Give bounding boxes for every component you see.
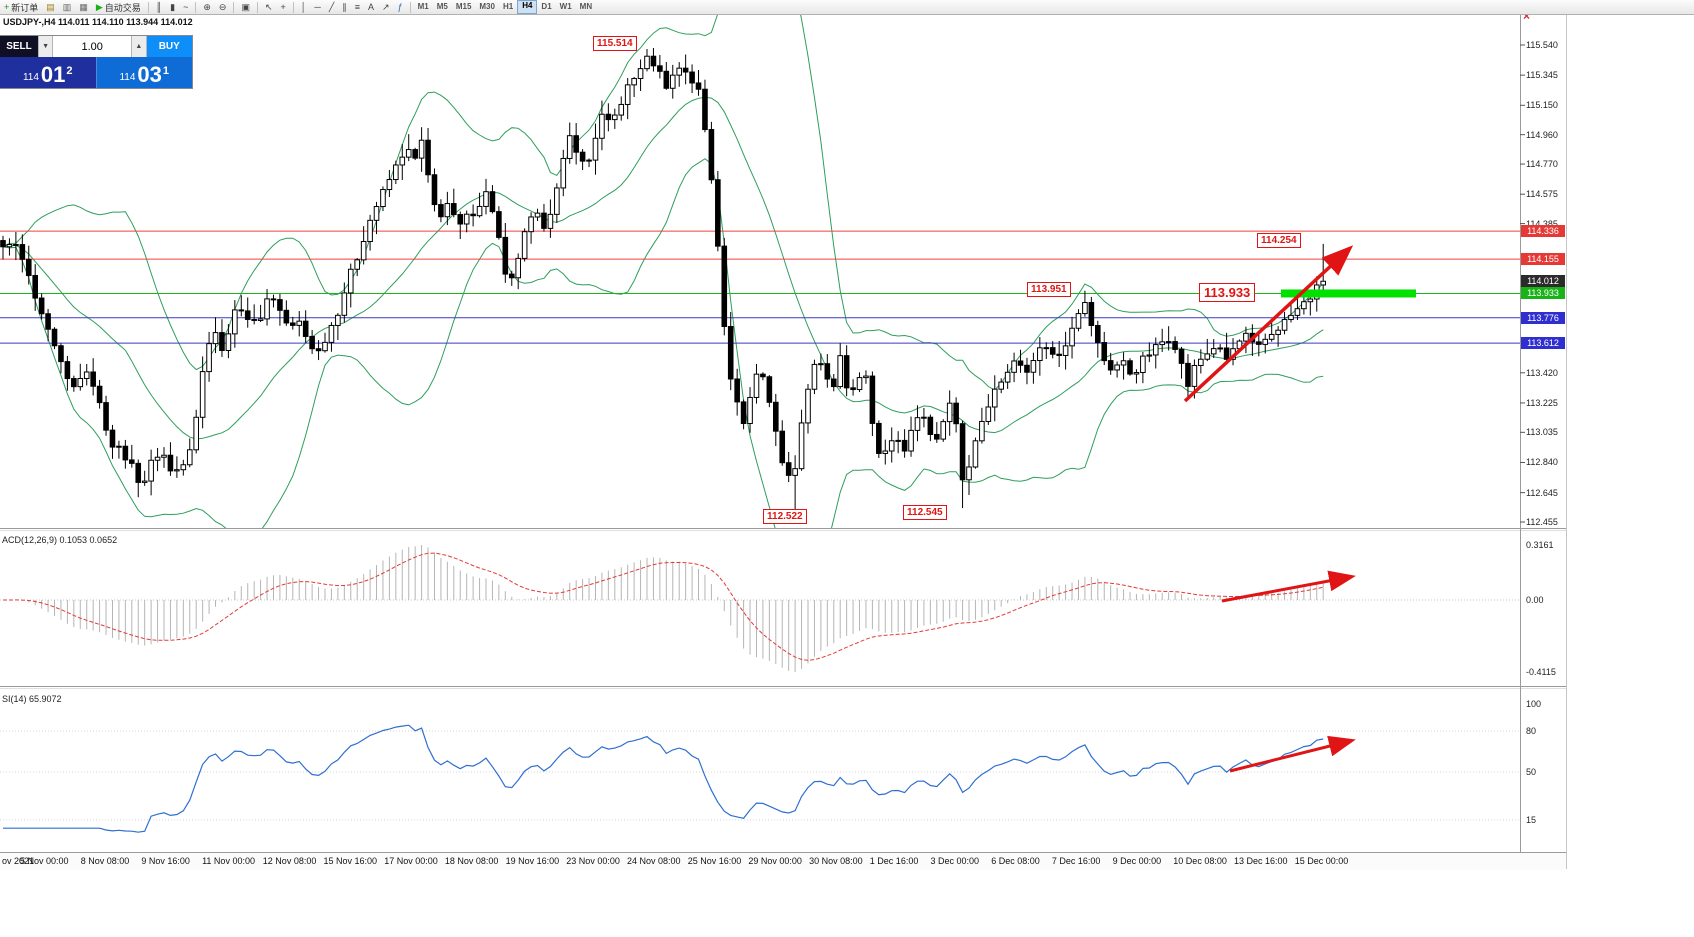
timeframe-button-h4[interactable]: H4	[517, 0, 538, 14]
timeframe-button-d1[interactable]: D1	[541, 2, 552, 11]
vertical-line-icon-icon: │	[300, 1, 307, 12]
macd-panel	[0, 545, 1520, 672]
buy-price[interactable]: 114 03 1	[95, 57, 192, 88]
volume-input[interactable]	[53, 36, 132, 57]
timeframe-button-m15[interactable]: M15	[455, 2, 472, 11]
toolbar-separator	[147, 1, 149, 13]
market-watch-icon-icon: ▤	[46, 1, 55, 12]
buy-button[interactable]: BUY	[146, 36, 193, 57]
indicators-icon-icon: ƒ	[397, 1, 403, 12]
rsi-panel-label: SI(14) 65.9072	[2, 694, 62, 704]
candlestick-chart-icon-icon: ▮	[170, 1, 176, 12]
cursor-icon-icon: ↖	[264, 1, 273, 12]
toolbar-separator	[233, 1, 235, 13]
timeframe-button-m5[interactable]: M5	[436, 2, 448, 11]
crosshair-icon[interactable]: +	[277, 1, 290, 14]
trend-arrow[interactable]	[1183, 245, 1354, 403]
bar-chart-icon-icon: ║	[155, 1, 163, 12]
candlestick-chart-icon[interactable]: ▮	[166, 1, 179, 14]
line-chart-icon-icon: ~	[183, 1, 189, 12]
price-panel	[0, 15, 1520, 528]
time-axis	[0, 852, 1566, 870]
chart-title: USDJPY-,H4 114.011 114.110 113.944 114.0…	[3, 17, 193, 27]
bollinger-lower-band	[2, 158, 1324, 528]
zoom-in-icon-icon: ⊕	[203, 1, 211, 12]
arrow-tool-icon[interactable]: ↗	[378, 1, 394, 14]
sell-button[interactable]: SELL	[0, 36, 38, 57]
macd-histogram	[8, 545, 1324, 672]
rsi-line	[3, 724, 1324, 833]
sell-price-prefix: 114	[22, 72, 39, 83]
channel-icon[interactable]: ∥	[338, 1, 351, 14]
trendline-icon[interactable]: ╱	[325, 1, 338, 14]
trendline-icon-icon: ╱	[328, 1, 335, 12]
macd-panel-label: ACD(12,26,9) 0.1053 0.0652	[2, 535, 118, 545]
text-tool-icon[interactable]: A	[364, 1, 378, 14]
candles-layer	[0, 48, 1327, 512]
fibonacci-icon-icon: ≡	[354, 1, 360, 12]
buy-price-big: 03	[137, 62, 162, 87]
fibonacci-icon[interactable]: ≡	[351, 1, 364, 14]
sell-price[interactable]: 114 01 2	[0, 57, 96, 88]
arrow-tool-icon-icon: ↗	[382, 1, 390, 12]
bar-chart-icon[interactable]: ║	[152, 1, 166, 14]
bollinger-upper-band	[2, 15, 1324, 391]
trend-arrow[interactable]	[1229, 735, 1356, 773]
zoom-out-icon-icon: ⊖	[218, 1, 227, 12]
trade-panel-controls: SELL ▼ ▲ BUY	[0, 36, 193, 57]
vertical-line-icon[interactable]: │	[297, 1, 311, 14]
sell-price-sup: 2	[66, 65, 73, 77]
tile-windows-icon-icon: ▣	[241, 1, 250, 12]
cursor-icon[interactable]: ↖	[261, 1, 277, 14]
tile-windows-icon[interactable]: ▣	[237, 1, 254, 14]
terminal-icon-icon: ▦	[79, 1, 88, 12]
trade-panel-prices: 114 01 2 114 03 1	[0, 57, 192, 88]
toolbar: + 新订单 ▤ ▥ ▦ ▶ 自动交易 ║ ▮ ~ ⊕ ⊖ ▣ ↖ + │ ─ ╱ ∥ ≡ A ↗ ƒ M1 M5 M15 M30 H1…	[0, 0, 1694, 15]
indicators-icon[interactable]: ƒ	[394, 1, 407, 14]
rsi-panel	[0, 724, 1520, 833]
zoom-out-icon[interactable]: ⊖	[215, 1, 231, 14]
timeframe-button-mn[interactable]: MN	[579, 2, 593, 11]
timeframe-button-h1[interactable]: H1	[502, 2, 514, 11]
auto-trading-icon: ▶	[95, 1, 103, 12]
crosshair-icon-icon: +	[280, 1, 286, 12]
text-tool-icon-icon: A	[368, 1, 375, 12]
chart-close-button[interactable]: ×	[1523, 9, 1531, 23]
buy-price-prefix: 114	[119, 72, 136, 83]
toolbar-separator	[292, 1, 294, 13]
one-click-trade-panel: SELL ▼ ▲ BUY 114 01 2 114 03 1	[0, 36, 193, 88]
trend-arrow[interactable]	[1221, 570, 1356, 603]
highlight-level-bar[interactable]	[1281, 289, 1416, 298]
new-order-button[interactable]: + 新订单	[0, 1, 42, 14]
toolbar-separator	[195, 1, 197, 13]
auto-trading-button-label: 自动交易	[104, 2, 141, 13]
toolbar-separator	[409, 1, 411, 13]
timeframe-button-w1[interactable]: W1	[559, 2, 572, 11]
new-order-icon: +	[4, 1, 10, 12]
new-order-button-label: 新订单	[11, 2, 39, 13]
horizontal-line-icon[interactable]: ─	[310, 1, 324, 14]
volume-increase-button[interactable]: ▲	[131, 36, 147, 57]
market-watch-icon[interactable]: ▤	[42, 1, 59, 14]
line-chart-icon[interactable]: ~	[179, 1, 192, 14]
auto-trading-button[interactable]: ▶ 自动交易	[92, 1, 145, 14]
navigator-icon-icon: ▥	[62, 1, 72, 12]
buy-price-sup: 1	[162, 65, 170, 77]
toolbar-separator	[256, 1, 258, 13]
terminal-icon[interactable]: ▦	[75, 1, 92, 14]
macd-signal-line	[3, 552, 1324, 661]
sell-price-big: 01	[40, 62, 66, 87]
channel-icon-icon: ∥	[342, 1, 347, 12]
horizontal-line-icon-icon: ─	[314, 1, 321, 12]
volume-decrease-button[interactable]: ▼	[37, 36, 54, 57]
navigator-icon[interactable]: ▥	[59, 1, 76, 14]
zoom-in-icon[interactable]: ⊕	[199, 1, 215, 14]
timeframe-button-m1[interactable]: M1	[417, 2, 429, 11]
timeframe-button-m30[interactable]: M30	[479, 2, 495, 11]
